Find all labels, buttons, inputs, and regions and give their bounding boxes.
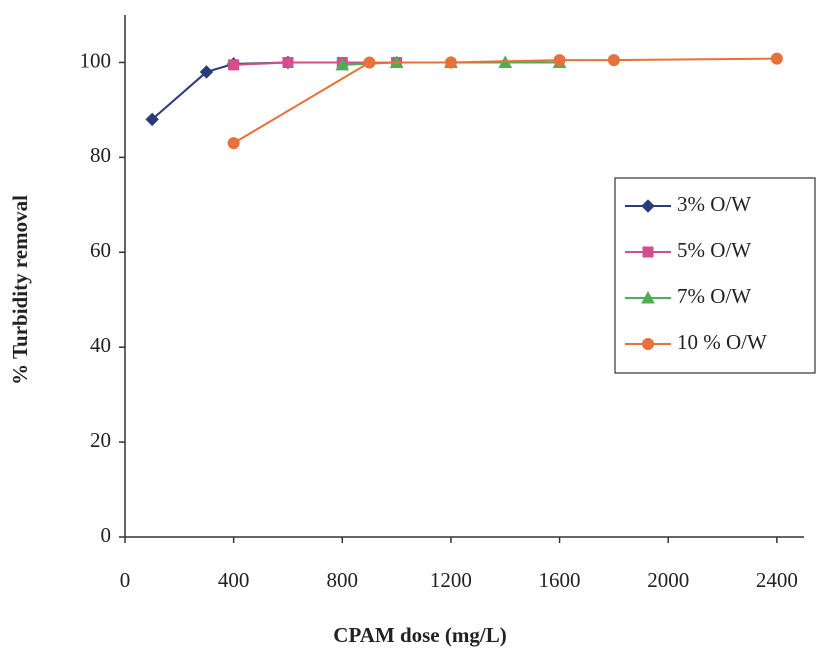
legend-label: 3% O/W bbox=[677, 192, 751, 216]
marker bbox=[282, 56, 294, 68]
x-tick-label: 800 bbox=[327, 568, 359, 592]
marker bbox=[335, 57, 350, 71]
marker bbox=[363, 56, 376, 69]
legend-label: 7% O/W bbox=[677, 284, 751, 308]
marker bbox=[553, 54, 566, 67]
series-line bbox=[151, 61, 288, 121]
marker bbox=[642, 246, 654, 258]
marker bbox=[228, 59, 240, 71]
marker bbox=[641, 199, 655, 213]
x-tick-label: 1600 bbox=[539, 568, 581, 592]
marker bbox=[444, 56, 457, 69]
marker bbox=[770, 52, 783, 65]
x-axis-title: CPAM dose (mg/L) bbox=[333, 623, 506, 647]
marker bbox=[199, 65, 214, 79]
legend-label: 10 % O/W bbox=[677, 330, 767, 354]
marker bbox=[227, 137, 240, 150]
y-axis-title: % Turbidity removal bbox=[8, 195, 32, 385]
y-tick-label: 0 bbox=[101, 523, 112, 547]
y-tick-label: 40 bbox=[90, 333, 111, 357]
x-tick-label: 0 bbox=[120, 568, 131, 592]
y-tick-label: 60 bbox=[90, 238, 111, 262]
y-tick-label: 80 bbox=[90, 143, 111, 167]
legend-label: 5% O/W bbox=[677, 238, 751, 262]
marker bbox=[642, 338, 654, 350]
series-line bbox=[233, 57, 777, 144]
y-tick-label: 100 bbox=[80, 48, 112, 72]
marker bbox=[641, 290, 655, 304]
x-tick-label: 400 bbox=[218, 568, 250, 592]
x-tick-label: 1200 bbox=[430, 568, 472, 592]
x-tick-label: 2400 bbox=[756, 568, 798, 592]
marker bbox=[145, 112, 159, 127]
y-tick-label: 20 bbox=[90, 428, 111, 452]
x-tick-label: 2000 bbox=[647, 568, 689, 592]
marker bbox=[607, 54, 620, 67]
